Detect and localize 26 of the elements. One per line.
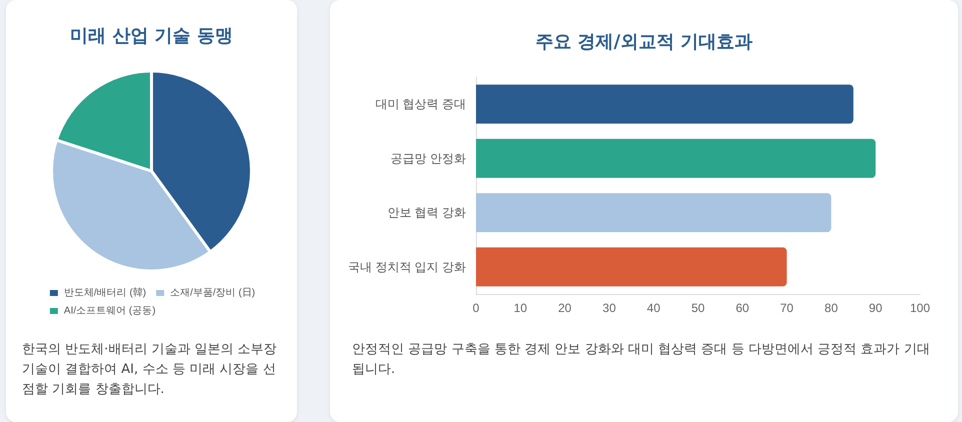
legend-label: 소재/부품/장비 (日) (170, 288, 256, 298)
legend-label: 반도체/배터리 (韓) (64, 286, 146, 298)
chart-title: 주요 경제/외교적 기대효과 (535, 32, 753, 52)
y-tick-label: 국내 정치적 입지 강화 (348, 260, 466, 274)
x-tick-label: 0 (472, 301, 480, 315)
x-tick-label: 80 (824, 301, 838, 315)
x-tick-label: 30 (602, 301, 616, 315)
bar (476, 247, 787, 286)
bar (476, 138, 876, 178)
y-tick-label: 안보 협력 강화 (387, 206, 466, 220)
x-tick-label: 40 (646, 301, 661, 315)
y-tick-label: 공급망 안정화 (390, 151, 466, 166)
x-tick-label: 100 (910, 301, 930, 315)
x-tick-label: 70 (780, 301, 794, 315)
text: 안정적인 공급망 구축을 통한 경제 안보 강화와 대미 협상력 증대 등 다방면에서 긍정적 효과가 기대됩니다. (352, 341, 931, 379)
x-tick-label: 20 (558, 301, 572, 315)
x-tick-label: 60 (736, 301, 750, 315)
x-tick-label: 10 (514, 301, 528, 315)
chart-title: 미래 산업 기술 동맹 (70, 26, 233, 46)
x-tick-label: 50 (691, 301, 705, 315)
y-tick-label: 대미 협상력 증대 (375, 97, 466, 112)
legend-label: AI/소프트웨어 (공동) (64, 306, 156, 316)
bar (476, 84, 854, 124)
text: 한국의 반도체·배터리 기술과 일본의 소부장 기술이 결합하여 AI, 수소 등 미래 시장을 선점할 기회를 창출합니다. (22, 341, 278, 399)
bar (476, 193, 832, 232)
x-tick-label: 90 (868, 301, 883, 315)
